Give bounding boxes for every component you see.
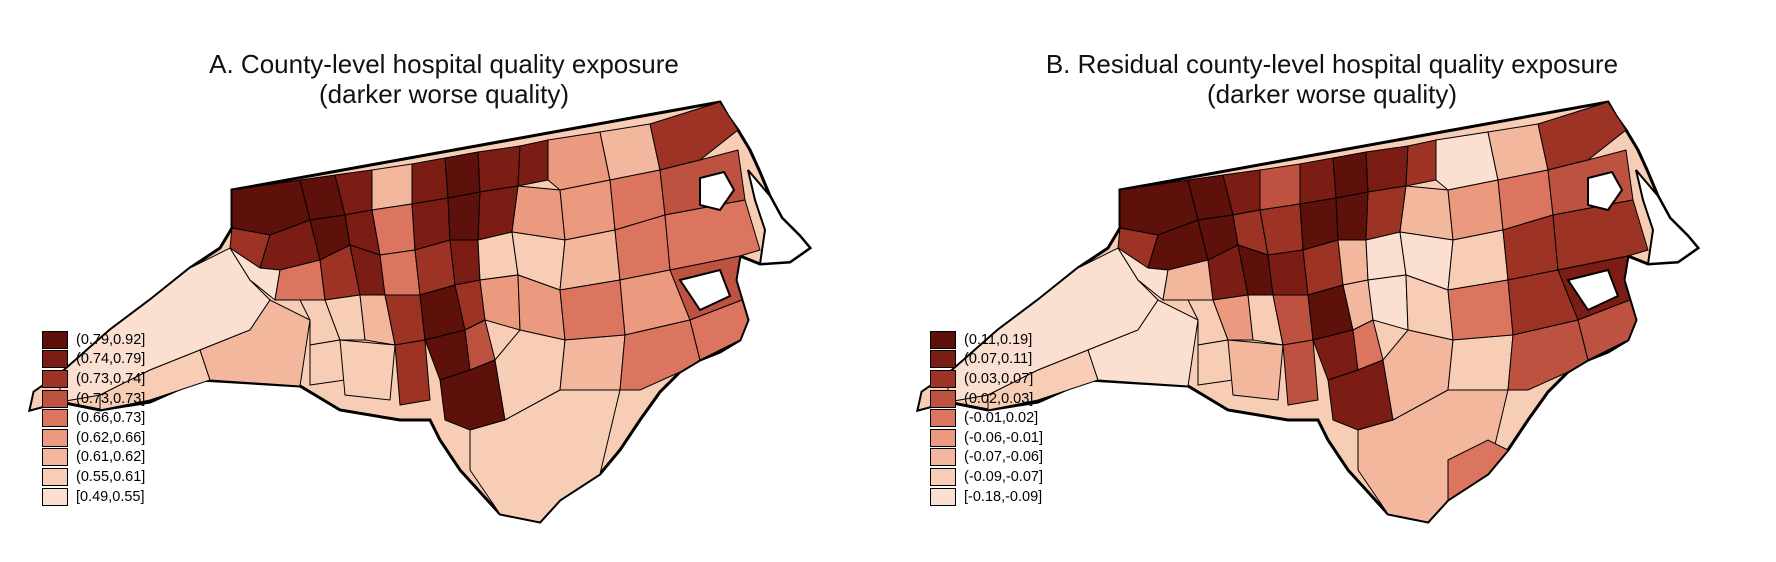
legend-item: (0.66,0.73] [42, 408, 145, 428]
legend-swatch [930, 330, 956, 349]
legend-label: [-0.18,-0.09] [964, 488, 1043, 505]
legend-label: (-0.09,-0.07] [964, 468, 1043, 485]
legend-label: (0.11,0.19] [964, 331, 1033, 348]
legend-item: [0.49,0.55] [42, 487, 145, 507]
legend-label: (0.66,0.73] [76, 410, 146, 427]
legend-label: (0.03,0.07] [964, 370, 1034, 387]
panel-a-subtitle: (darker worse quality) [319, 79, 569, 109]
legend-label: (0.61,0.62] [76, 449, 146, 466]
panel-b-map [915, 100, 1701, 524]
legend-swatch [42, 467, 68, 486]
legend-item: (0.55,0.61] [42, 467, 145, 487]
legend-item: (0.07,0.11] [930, 350, 1043, 370]
legend-item: (-0.07,-0.06] [930, 448, 1043, 468]
legend-label: (-0.06,-0.01] [964, 429, 1043, 446]
legend-label: (0.02,0.03] [964, 390, 1034, 407]
legend-swatch [42, 330, 68, 349]
panel-b: B. Residual county-level hospital qualit… [888, 0, 1776, 562]
legend-item: (0.74,0.79] [42, 350, 145, 370]
legend-item: (0.02,0.03] [930, 389, 1043, 409]
nc-county-map [915, 100, 1701, 524]
legend-item: (-0.09,-0.07] [930, 467, 1043, 487]
legend-item: [-0.18,-0.09] [930, 487, 1043, 507]
legend-swatch [930, 487, 956, 506]
legend-swatch [930, 409, 956, 428]
legend-label: (0.62,0.66] [76, 429, 146, 446]
legend-swatch [42, 487, 68, 506]
legend-label: (0.73,0.74] [76, 370, 146, 387]
panel-a-map [27, 100, 813, 524]
legend-swatch [930, 350, 956, 369]
legend-swatch [930, 467, 956, 486]
panel-a: A. County-level hospital quality exposur… [27, 49, 813, 524]
panel-b-subtitle: (darker worse quality) [1207, 79, 1457, 109]
legend-swatch [42, 369, 68, 388]
panel-a-title: A. County-level hospital quality exposur… [209, 49, 679, 79]
legend-swatch [930, 448, 956, 467]
legend-item: (0.11,0.19] [930, 330, 1043, 350]
legend-swatch [930, 389, 956, 408]
legend-swatch [930, 369, 956, 388]
nc-county-map [27, 100, 813, 524]
legend-label: (0.74,0.79] [76, 351, 146, 368]
legend-item: (0.73,0.74] [42, 369, 145, 389]
legend-item: (0.73,0.73] [42, 389, 145, 409]
legend-label: [0.49,0.55] [76, 488, 145, 505]
legend-item: (0.79,0.92] [42, 330, 145, 350]
legend-swatch [42, 428, 68, 447]
legend-swatch [42, 448, 68, 467]
legend-item: (-0.01,0.02] [930, 408, 1043, 428]
legend-swatch [42, 389, 68, 408]
panel-b-title: B. Residual county-level hospital qualit… [1045, 49, 1619, 79]
legend-label: (-0.07,-0.06] [964, 449, 1043, 466]
legend-label: (0.79,0.92] [76, 331, 146, 348]
legend-label: (0.55,0.61] [76, 468, 146, 485]
legend-swatch [42, 350, 68, 369]
legend-label: (0.07,0.11] [964, 351, 1033, 368]
legend-label: (-0.01,0.02] [964, 410, 1039, 427]
legend-label: (0.73,0.73] [76, 390, 146, 407]
legend-item: (0.61,0.62] [42, 448, 145, 468]
panel-b-legend: (0.11,0.19] (0.07,0.11] (0.03,0.07] (0.0… [930, 330, 1043, 506]
legend-item: (0.62,0.66] [42, 428, 145, 448]
legend-item: (0.03,0.07] [930, 369, 1043, 389]
panel-a-legend: (0.79,0.92] (0.74,0.79] (0.73,0.74] (0.7… [42, 330, 145, 506]
legend-swatch [930, 428, 956, 447]
legend-item: (-0.06,-0.01] [930, 428, 1043, 448]
legend-swatch [42, 409, 68, 428]
